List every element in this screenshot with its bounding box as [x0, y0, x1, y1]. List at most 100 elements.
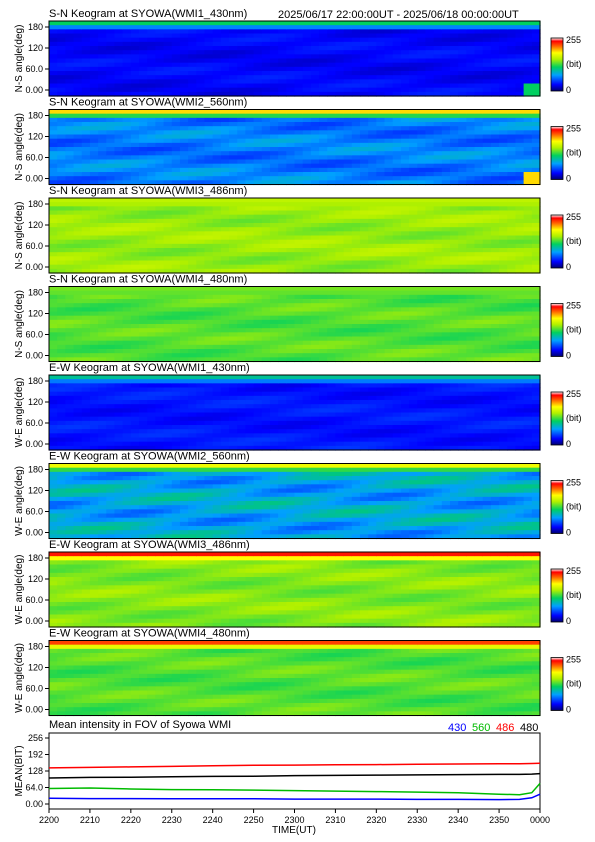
colorbar-max-label: 255: [566, 124, 581, 134]
keogram-y-tick-label: 180: [28, 22, 43, 32]
keogram-y-tick-label: 60.0: [25, 684, 43, 694]
keogram-y-tick-label: 120: [28, 43, 43, 53]
colorbar: 255 (bit) 0: [550, 212, 582, 272]
keogram-image: [49, 552, 541, 628]
colorbar: 255 (bit) 0: [550, 35, 582, 95]
keogram-y-tick-label: 0.00: [25, 262, 43, 272]
keogram-panel: S-N Keogram at SYOWA(WMI1_430nm) 180 120 60…: [14, 8, 582, 97]
keogram-image: [49, 109, 541, 186]
colorbar-unit-label: (bit): [566, 502, 582, 512]
colorbar-min-label: 0: [566, 262, 571, 272]
keogram-y-tick-label: 60.0: [25, 330, 43, 340]
x-tick-label: 2200: [39, 815, 59, 825]
keogram-y-tick-label: 60.0: [25, 507, 43, 517]
colorbar-min-label: 0: [566, 705, 571, 715]
colorbar-unit-label: (bit): [566, 148, 582, 158]
keogram-y-ticks: 180 120 60.0 0.00: [25, 553, 49, 626]
x-tick-label: 2340: [448, 815, 468, 825]
colorbar-gradient: [550, 303, 564, 357]
keogram-frame: [48, 109, 541, 185]
colorbar-min-label: 0: [566, 174, 571, 184]
keogram-y-tick-label: 60.0: [25, 64, 43, 74]
legend-480: 480: [520, 722, 538, 734]
colorbar-unit-label: (bit): [566, 59, 582, 69]
keogram-y-ticks: 180 120 60.0 0.00: [25, 199, 49, 272]
keogram-image: [49, 375, 541, 451]
x-tick-label: 2300: [284, 815, 304, 825]
x-tick-label: 2350: [489, 815, 509, 825]
colorbar: 255 (bit) 0: [550, 389, 582, 449]
colorbar-gradient: [550, 391, 564, 446]
colorbar-gradient: [550, 657, 564, 711]
keogram-y-tick-label: 0.00: [25, 439, 43, 449]
keogram-y-tick-label: 180: [28, 199, 43, 209]
keogram-y-axis-label: W-E angle(deg): [14, 555, 25, 625]
legend-430: 430: [448, 722, 466, 734]
colorbar-min-label: 0: [566, 439, 571, 449]
keogram-y-tick-label: 180: [28, 288, 43, 298]
x-tick-label: 2210: [80, 815, 100, 825]
mean-y-tick-label: 128: [28, 766, 43, 776]
colorbar: 255 (bit) 0: [550, 124, 582, 184]
keogram-panel: E-W Keogram at SYOWA(WMI2_560nm) 180 120 60…: [14, 451, 582, 540]
mean-plot-frame: [48, 732, 541, 810]
colorbar-min-label: 0: [566, 528, 571, 538]
colorbar: 255 (bit) 0: [550, 478, 582, 538]
keogram-frame: [48, 640, 541, 716]
series-line-486: [48, 762, 541, 769]
keogram-y-ticks: 180 120 60.0 0.00: [25, 22, 49, 95]
keogram-y-tick-label: 120: [28, 574, 43, 584]
x-tick-label: 0000: [530, 815, 550, 825]
keogram-y-axis-label: N-S angle(deg): [14, 25, 25, 93]
keogram-y-axis-label: W-E angle(deg): [14, 643, 25, 713]
colorbar-max-label: 255: [566, 566, 581, 576]
keogram-frame: [48, 197, 541, 274]
series-line-430: [48, 793, 541, 801]
keogram-y-tick-label: 180: [28, 642, 43, 652]
colorbar-gradient: [550, 126, 564, 180]
colorbar-unit-label: (bit): [566, 413, 582, 423]
mean-y-tick-label: 256: [28, 733, 43, 743]
keogram-panel: S-N Keogram at SYOWA(WMI4_480nm) 180 120 60…: [14, 274, 582, 363]
keogram-y-tick-label: 180: [28, 465, 43, 475]
keogram-y-tick-label: 120: [28, 220, 43, 230]
keogram-y-tick-label: 0.00: [25, 616, 43, 626]
keogram-image: [49, 286, 541, 363]
keogram-image: [49, 21, 541, 97]
keogram-panel: S-N Keogram at SYOWA(WMI3_486nm) 180 120 60…: [14, 185, 582, 274]
x-tick-label: 2250: [244, 815, 264, 825]
colorbar-gradient: [550, 480, 564, 534]
keogram-y-tick-label: 60.0: [25, 595, 43, 605]
keogram-y-axis-label: N-S angle(deg): [14, 202, 25, 270]
keogram-y-tick-label: 180: [28, 553, 43, 563]
keogram-y-tick-label: 120: [28, 663, 43, 673]
x-tick-label: 2230: [162, 815, 182, 825]
keogram-y-axis-label: W-E angle(deg): [14, 466, 25, 536]
keogram-y-tick-label: 120: [28, 309, 43, 319]
colorbar-min-label: 0: [566, 85, 571, 95]
mean-intensity-plot: Mean intensity in FOV of Syowa WMI 430 5…: [14, 719, 550, 836]
keogram-y-axis-label: N-S angle(deg): [14, 113, 25, 181]
keogram-frame: [48, 374, 541, 451]
colorbar-min-label: 0: [566, 351, 571, 361]
mean-y-ticks: 256 192 128 64.0 0.00: [25, 733, 49, 809]
keogram-y-ticks: 180 120 60.0 0.00: [25, 465, 49, 538]
mean-series-lines: [48, 762, 541, 801]
x-tick-label: 2240: [203, 815, 223, 825]
colorbar: 255 (bit) 0: [550, 655, 582, 715]
keogram-frame: [48, 463, 541, 539]
keogram-y-tick-label: 120: [28, 486, 43, 496]
mean-y-tick-label: 192: [28, 750, 43, 760]
keogram-title: S-N Keogram at SYOWA(WMI3_486nm): [49, 185, 247, 197]
keogram-title: E-W Keogram at SYOWA(WMI4_480nm): [49, 628, 250, 640]
keogram-title: E-W Keogram at SYOWA(WMI1_430nm): [49, 362, 250, 374]
colorbar-max-label: 255: [566, 655, 581, 665]
x-tick-label: 2330: [407, 815, 427, 825]
keogram-frame: [48, 286, 541, 362]
mean-y-tick-label: 64.0: [25, 783, 43, 793]
series-line-480: [48, 772, 541, 779]
colorbar-max-label: 255: [566, 212, 581, 222]
mean-y-axis-label: MEAN(BIT): [14, 745, 25, 796]
keogram-y-tick-label: 180: [28, 111, 43, 121]
